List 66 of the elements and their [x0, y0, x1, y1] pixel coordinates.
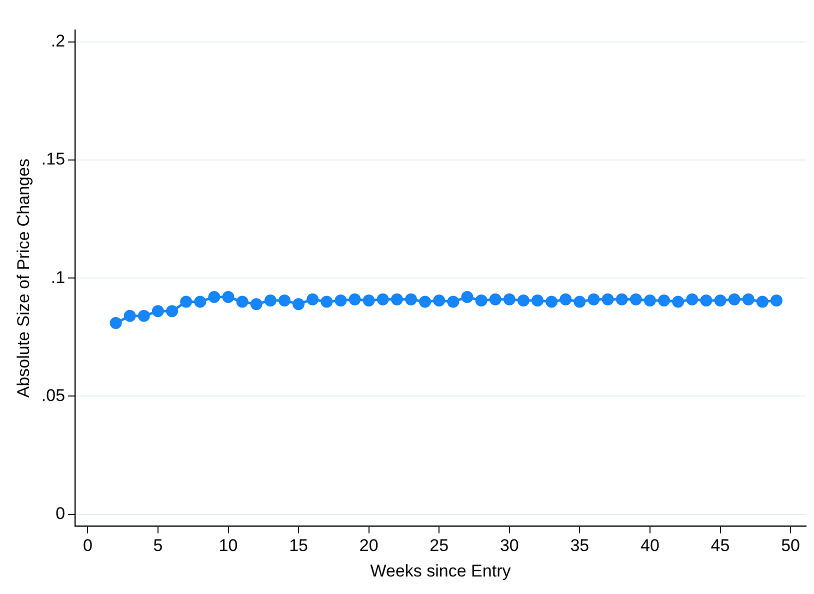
y-axis-title: Absolute Size of Price Changes	[14, 158, 33, 398]
point	[250, 298, 262, 310]
point	[770, 294, 782, 307]
point	[574, 296, 586, 308]
point	[728, 293, 740, 306]
point	[560, 293, 572, 306]
point	[404, 293, 417, 306]
point	[166, 305, 178, 318]
point	[264, 294, 276, 307]
x-tick-label: 30	[500, 536, 519, 556]
y-tick-label: .15	[41, 150, 66, 169]
point	[602, 293, 614, 306]
point	[742, 293, 754, 306]
point	[236, 296, 248, 308]
y-tick-label: .2	[50, 32, 66, 50]
point	[447, 296, 460, 308]
point	[138, 310, 150, 322]
point	[546, 296, 558, 308]
point	[686, 293, 698, 306]
point	[503, 293, 516, 306]
point	[362, 294, 375, 307]
point	[644, 294, 656, 307]
point	[489, 293, 502, 306]
x-tick-label: 50	[781, 536, 800, 556]
point	[532, 294, 544, 307]
point	[334, 294, 347, 307]
y-tick-label: .05	[41, 386, 66, 405]
x-tick-label: 45	[710, 536, 730, 556]
point	[658, 294, 670, 307]
point	[278, 294, 290, 307]
point	[306, 293, 319, 306]
point	[461, 291, 474, 304]
x-axis-title: Weeks since Entry	[370, 561, 512, 580]
point	[419, 296, 432, 308]
point	[124, 310, 136, 322]
point	[433, 294, 446, 307]
point	[588, 293, 600, 306]
x-tick-label: 10	[218, 536, 238, 556]
point	[756, 296, 768, 308]
point	[208, 291, 220, 304]
point	[672, 296, 684, 308]
point	[376, 293, 389, 306]
point	[180, 296, 192, 308]
x-tick-label: 5	[153, 536, 163, 556]
x-tick-label: 35	[570, 536, 590, 556]
point	[222, 291, 234, 304]
point	[517, 294, 530, 307]
point	[714, 294, 726, 307]
point	[348, 293, 361, 306]
point	[292, 298, 305, 310]
point	[110, 316, 122, 329]
y-tick-label: 0	[56, 504, 66, 524]
point	[194, 296, 206, 308]
point	[630, 293, 642, 306]
point	[700, 294, 712, 307]
point	[616, 293, 628, 306]
x-tick-label: 0	[82, 536, 92, 556]
point	[320, 296, 333, 308]
y-tick-label: .1	[50, 268, 66, 287]
x-tick-label: 20	[359, 536, 378, 556]
x-tick-label: 25	[430, 536, 449, 556]
point	[475, 294, 488, 307]
x-tick-label: 40	[640, 536, 660, 556]
x-tick-label: 15	[289, 536, 308, 556]
point	[390, 293, 403, 306]
point	[152, 305, 164, 318]
